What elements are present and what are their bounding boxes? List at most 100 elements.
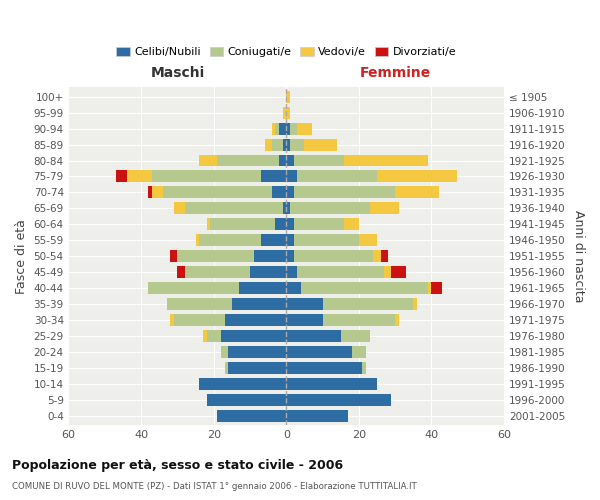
Bar: [286, 170, 297, 182]
Bar: [206, 218, 210, 230]
Bar: [228, 346, 286, 358]
Bar: [344, 218, 359, 230]
Bar: [286, 91, 290, 102]
Bar: [428, 282, 431, 294]
Bar: [286, 154, 293, 166]
Bar: [352, 346, 366, 358]
Bar: [286, 234, 293, 246]
Bar: [178, 250, 254, 262]
Bar: [206, 394, 286, 406]
Bar: [286, 394, 391, 406]
Bar: [293, 234, 359, 246]
Bar: [217, 410, 286, 422]
Bar: [380, 250, 388, 262]
Bar: [286, 346, 352, 358]
Bar: [203, 330, 206, 342]
Bar: [127, 170, 152, 182]
Bar: [279, 122, 286, 134]
Bar: [272, 186, 286, 198]
Bar: [290, 138, 304, 150]
Bar: [286, 266, 297, 278]
Y-axis label: Anni di nascita: Anni di nascita: [572, 210, 585, 302]
Bar: [167, 298, 232, 310]
Bar: [286, 106, 290, 118]
Bar: [286, 378, 377, 390]
Bar: [344, 154, 428, 166]
Bar: [283, 202, 286, 214]
Bar: [413, 298, 417, 310]
Bar: [286, 218, 293, 230]
Bar: [286, 250, 293, 262]
Bar: [391, 266, 406, 278]
Bar: [272, 122, 275, 134]
Bar: [286, 282, 301, 294]
Bar: [275, 122, 279, 134]
Bar: [170, 250, 178, 262]
Bar: [185, 202, 283, 214]
Bar: [261, 170, 286, 182]
Bar: [199, 378, 286, 390]
Bar: [377, 170, 457, 182]
Bar: [293, 154, 344, 166]
Bar: [301, 282, 428, 294]
Text: Popolazione per età, sesso e stato civile - 2006: Popolazione per età, sesso e stato civil…: [12, 460, 343, 472]
Bar: [163, 186, 272, 198]
Bar: [297, 266, 384, 278]
Bar: [174, 202, 185, 214]
Bar: [148, 186, 152, 198]
Bar: [297, 122, 311, 134]
Bar: [178, 266, 185, 278]
Bar: [323, 314, 395, 326]
Bar: [362, 362, 366, 374]
Bar: [290, 202, 370, 214]
Bar: [286, 410, 348, 422]
Bar: [221, 346, 228, 358]
Bar: [283, 138, 286, 150]
Bar: [224, 362, 228, 374]
Bar: [323, 298, 413, 310]
Bar: [196, 234, 199, 246]
Text: Maschi: Maschi: [151, 66, 205, 80]
Bar: [395, 186, 439, 198]
Bar: [297, 170, 377, 182]
Bar: [286, 298, 323, 310]
Bar: [286, 186, 293, 198]
Bar: [239, 282, 286, 294]
Bar: [199, 234, 261, 246]
Bar: [232, 298, 286, 310]
Bar: [221, 330, 286, 342]
Bar: [116, 170, 127, 182]
Bar: [199, 154, 217, 166]
Bar: [217, 154, 279, 166]
Text: COMUNE DI RUVO DEL MONTE (PZ) - Dati ISTAT 1° gennaio 2006 - Elaborazione TUTTIT: COMUNE DI RUVO DEL MONTE (PZ) - Dati IST…: [12, 482, 417, 491]
Bar: [293, 250, 373, 262]
Bar: [293, 218, 344, 230]
Bar: [206, 330, 221, 342]
Bar: [152, 170, 261, 182]
Bar: [286, 122, 290, 134]
Bar: [370, 202, 399, 214]
Bar: [152, 186, 163, 198]
Bar: [279, 154, 286, 166]
Bar: [185, 266, 250, 278]
Bar: [170, 314, 174, 326]
Bar: [174, 314, 224, 326]
Bar: [341, 330, 370, 342]
Bar: [431, 282, 442, 294]
Bar: [373, 250, 380, 262]
Bar: [210, 218, 275, 230]
Legend: Celibi/Nubili, Coniugati/e, Vedovi/e, Divorziati/e: Celibi/Nubili, Coniugati/e, Vedovi/e, Di…: [112, 42, 461, 62]
Bar: [290, 122, 297, 134]
Bar: [359, 234, 377, 246]
Bar: [286, 362, 362, 374]
Text: Femmine: Femmine: [359, 66, 431, 80]
Y-axis label: Fasce di età: Fasce di età: [15, 218, 28, 294]
Bar: [304, 138, 337, 150]
Bar: [384, 266, 391, 278]
Bar: [148, 282, 239, 294]
Bar: [228, 362, 286, 374]
Bar: [286, 314, 323, 326]
Bar: [293, 186, 395, 198]
Bar: [395, 314, 399, 326]
Bar: [275, 218, 286, 230]
